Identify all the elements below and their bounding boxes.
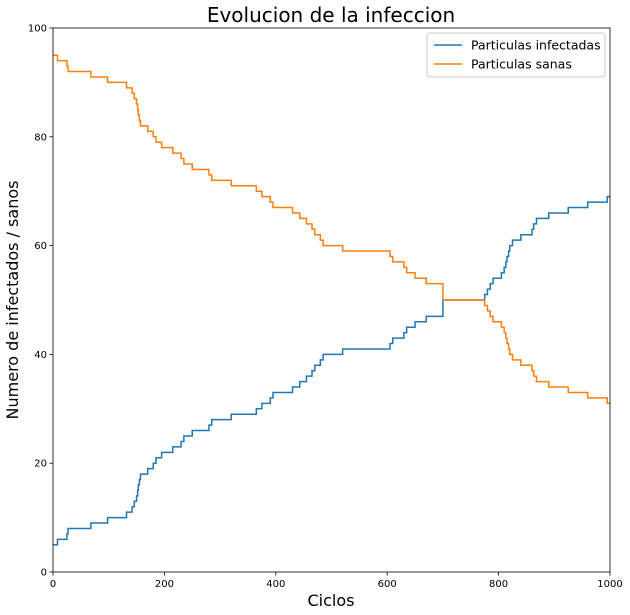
legend-label-infectadas: Particulas infectadas [471,38,601,53]
plot-frame [52,27,611,573]
y-tick-label: 80 [34,132,47,143]
x-tick-label: 800 [489,579,508,590]
y-axis-label: Numero de infectados / sanos [3,181,22,420]
x-axis-label: Ciclos [308,591,355,610]
series-line-1 [53,54,610,405]
legend-label-sanas: Particulas sanas [471,57,572,72]
legend-box [426,32,606,78]
chart-title: Evolucion de la infeccion [207,3,455,27]
x-tick-label: 400 [266,579,285,590]
y-axis: 0 20 40 60 80 100 [28,24,53,579]
series-line-0 [53,195,610,546]
y-tick-label: 40 [34,350,47,361]
legend: Particulas infectadas Particulas sanas [426,32,606,78]
x-tick-label: 600 [378,579,397,590]
y-tick-label: 100 [28,24,47,35]
x-tick-label: 1000 [597,579,622,590]
y-tick-label: 60 [34,241,47,252]
series-layer [53,54,610,546]
y-tick-label: 20 [34,459,47,470]
plot-background [53,28,610,572]
y-tick-label: 0 [41,568,47,579]
x-tick-label: 200 [155,579,174,590]
x-axis: 0 200 400 600 800 1000 [50,572,623,590]
x-tick-label: 0 [50,579,56,590]
plot-area [52,27,611,573]
